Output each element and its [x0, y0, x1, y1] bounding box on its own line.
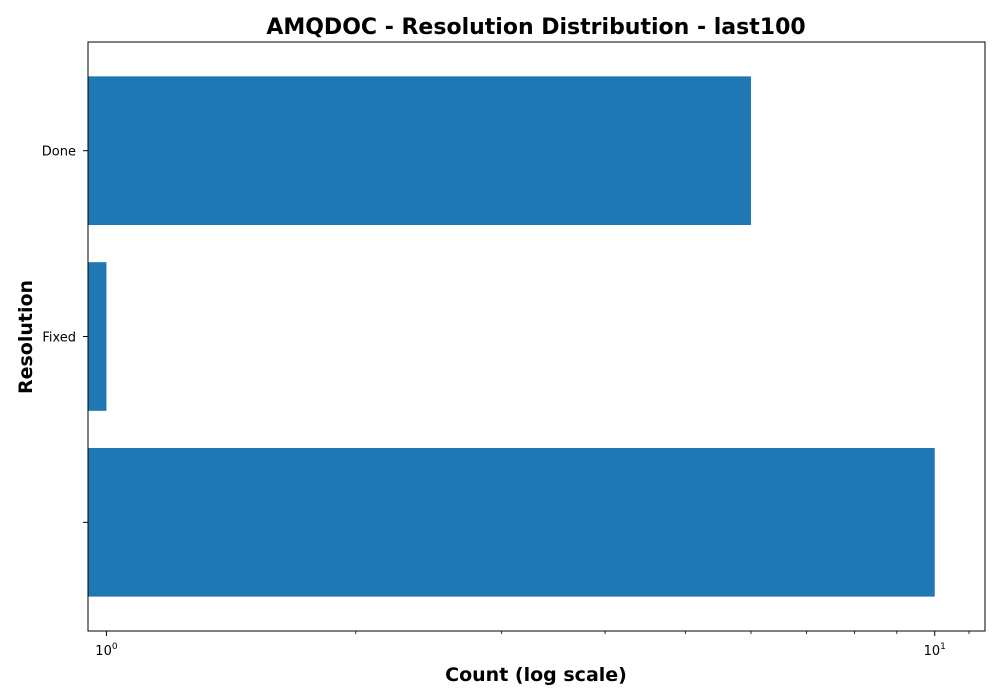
bar	[88, 76, 751, 226]
x-tick-label: 101	[924, 642, 946, 659]
y-tick-label: Done	[42, 145, 76, 160]
bar	[88, 262, 107, 411]
chart-title: AMQDOC - Resolution Distribution - last1…	[266, 15, 805, 40]
bar	[88, 447, 935, 597]
x-tick-label: 100	[95, 642, 118, 659]
y-axis-label: Resolution	[15, 280, 37, 394]
y-tick-label: Fixed	[42, 331, 76, 346]
x-axis-label: Count (log scale)	[445, 664, 627, 686]
